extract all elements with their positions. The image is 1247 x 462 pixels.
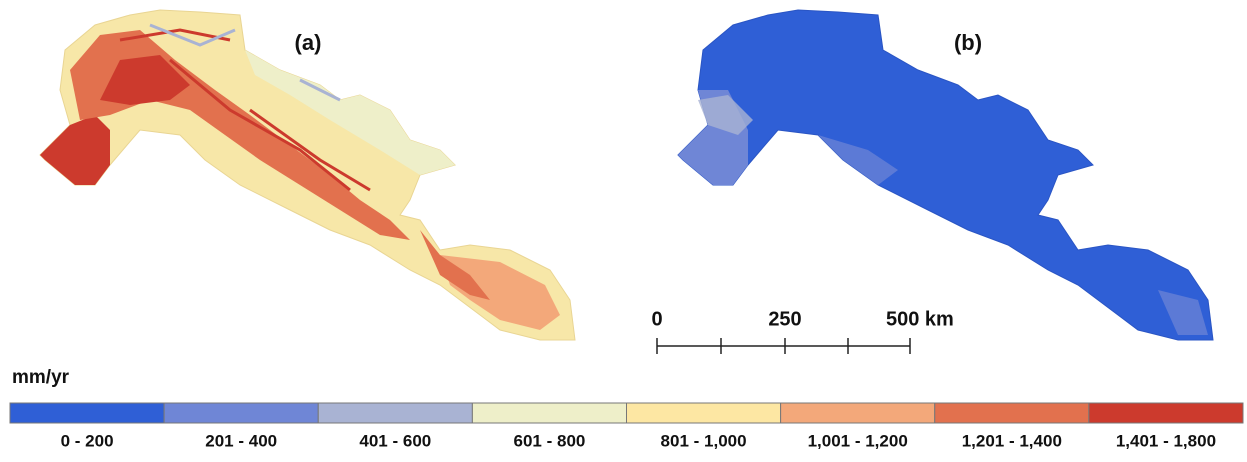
legend-swatch xyxy=(1088,402,1244,424)
legend-swatch xyxy=(163,402,319,424)
legend-swatch xyxy=(934,402,1090,424)
scale-label: 500 km xyxy=(886,308,954,330)
legend-swatch xyxy=(780,402,936,424)
legend-swatch xyxy=(317,402,473,424)
legend-swatch xyxy=(626,402,782,424)
legend-label: 1,401 - 1,800 xyxy=(1116,431,1216,450)
panel-label: (b) xyxy=(954,30,982,55)
legend-label: 801 - 1,000 xyxy=(661,431,747,450)
legend-label: 1,201 - 1,400 xyxy=(962,431,1062,450)
map-b xyxy=(677,9,1214,341)
legend-label: 201 - 400 xyxy=(205,431,277,450)
legend-label: 1,001 - 1,200 xyxy=(808,431,908,450)
scale-label: 250 xyxy=(768,308,801,330)
legend-label: 401 - 600 xyxy=(359,431,431,450)
scale-label: 0 xyxy=(651,308,662,330)
legend-label: 0 - 200 xyxy=(61,431,114,450)
legend-label: 601 - 800 xyxy=(514,431,586,450)
legend-swatch xyxy=(9,402,165,424)
legend-unit: mm/yr xyxy=(12,367,70,388)
map-a xyxy=(39,9,576,341)
legend-swatch xyxy=(471,402,627,424)
scale-bar xyxy=(656,338,911,354)
panel-label: (a) xyxy=(295,30,322,55)
legend: 0 - 200 201 - 400 401 - 600 601 - 800 801 - … xyxy=(9,402,1244,450)
